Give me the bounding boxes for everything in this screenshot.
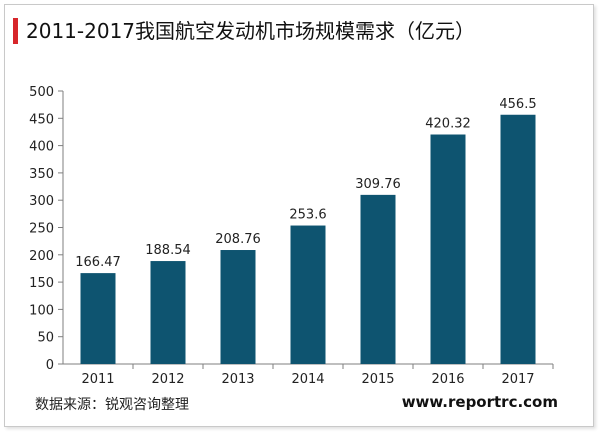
website-url: www.reportrc.com xyxy=(401,393,558,411)
y-tick-label: 350 xyxy=(29,167,54,182)
y-tick-label: 500 xyxy=(29,85,54,100)
x-tick-label: 2013 xyxy=(221,372,254,387)
y-tick-label: 250 xyxy=(29,222,54,237)
chart-title: 2011-2017我国航空发动机市场规模需求（亿元） xyxy=(26,19,476,43)
bar-value-label: 309.76 xyxy=(355,177,401,192)
y-tick-label: 0 xyxy=(46,358,54,373)
x-tick-label: 2015 xyxy=(361,372,394,387)
bar-value-label: 253.6 xyxy=(289,208,326,223)
bar-value-label: 188.54 xyxy=(145,243,191,258)
x-tick-label: 2012 xyxy=(151,372,184,387)
x-tick-label: 2016 xyxy=(431,372,464,387)
y-tick-label: 300 xyxy=(29,194,54,209)
x-tick-label: 2011 xyxy=(81,372,114,387)
bar xyxy=(360,194,396,364)
bar-value-label: 166.47 xyxy=(75,255,121,270)
bar xyxy=(290,225,326,364)
bar-value-label: 208.76 xyxy=(215,232,261,247)
bar xyxy=(430,134,466,364)
y-tick-label: 50 xyxy=(37,331,54,346)
y-tick-label: 150 xyxy=(29,276,54,291)
y-tick-label: 450 xyxy=(29,112,54,127)
title-accent-bar xyxy=(13,18,18,44)
y-tick-label: 400 xyxy=(29,140,54,155)
bar-value-label: 456.5 xyxy=(499,97,536,112)
bar xyxy=(220,250,256,364)
bar xyxy=(500,114,536,364)
data-source-note: 数据来源：锐观咨询整理 xyxy=(35,397,189,413)
bar xyxy=(80,273,116,364)
bar-value-label: 420.32 xyxy=(425,117,471,132)
y-tick-label: 100 xyxy=(29,303,54,318)
bar xyxy=(150,261,186,364)
x-tick-label: 2014 xyxy=(291,372,324,387)
x-tick-label: 2017 xyxy=(501,372,534,387)
y-tick-label: 200 xyxy=(29,249,54,264)
